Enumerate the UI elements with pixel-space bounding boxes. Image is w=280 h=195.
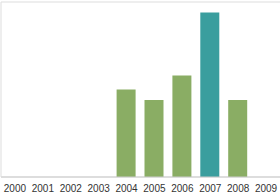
svg-text:2005: 2005 — [143, 183, 166, 194]
svg-text:2008: 2008 — [227, 183, 250, 194]
svg-text:2002: 2002 — [60, 183, 83, 194]
svg-text:2004: 2004 — [115, 183, 138, 194]
svg-text:2006: 2006 — [171, 183, 194, 194]
svg-text:2000: 2000 — [8, 183, 27, 194]
svg-text:2009: 2009 — [255, 183, 272, 194]
svg-text:2001: 2001 — [32, 183, 55, 194]
svg-text:2007: 2007 — [199, 183, 222, 194]
svg-text:2003: 2003 — [88, 183, 111, 194]
